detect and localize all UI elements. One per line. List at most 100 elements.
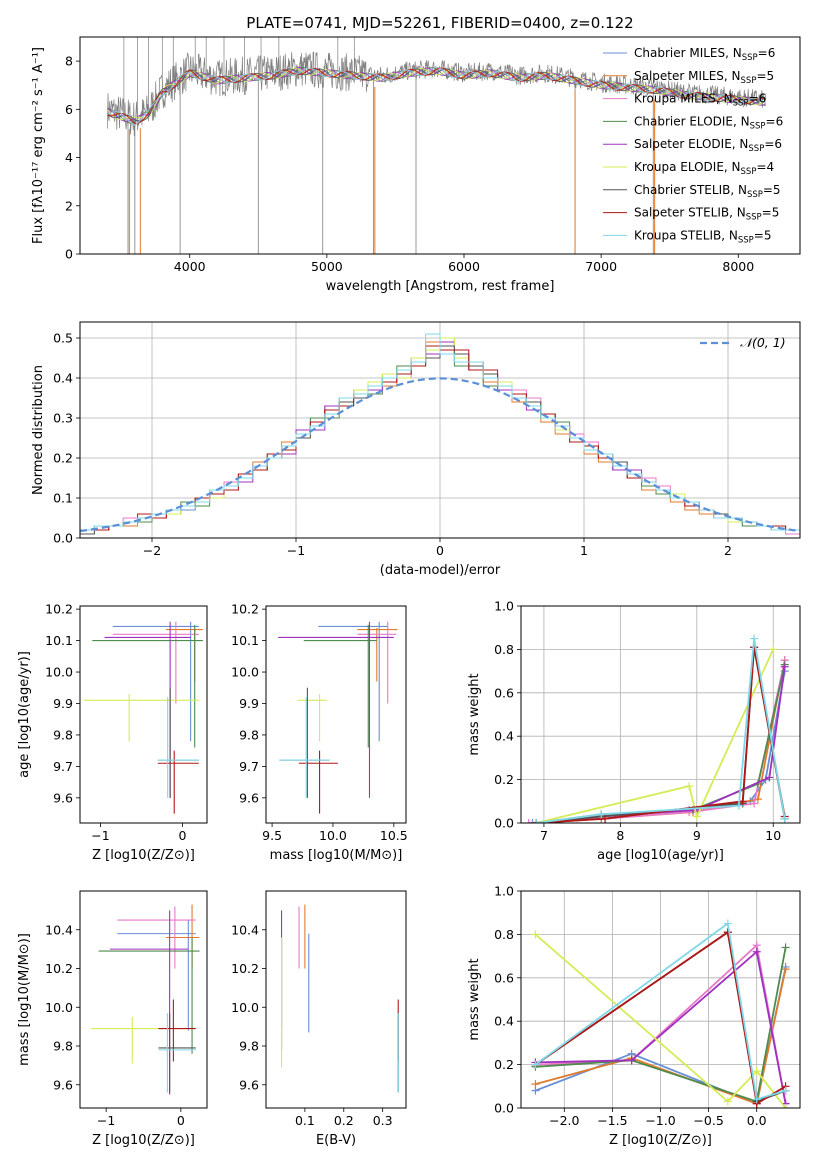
weight-marker <box>531 930 540 939</box>
axes-frame <box>520 890 801 1109</box>
legend-subscript: SSP <box>738 235 754 245</box>
legend-subscript: SSP <box>733 99 749 109</box>
age-vs-z-panel: −1 0 9.6 9.7 9.8 9.9 10.0 10.1 10.2 Z [log10(Z/Z⊙… <box>17 602 208 863</box>
weight-marker <box>627 1056 636 1065</box>
x-axis-label: Z [log10(Z/Z⊙)] <box>609 1133 712 1148</box>
legend-subscript: SSP <box>741 76 757 86</box>
legend-label: Salpeter MILES, NSSP=5 <box>634 69 774 86</box>
weight-marker <box>601 814 610 823</box>
residual-panel: −2 −1 0 1 2 0.0 0.1 0.2 0.3 0.4 0.5 (data-model)/er… <box>31 321 801 578</box>
weight-marker <box>781 943 790 952</box>
legend-label: Kroupa ELODIE, NSSP=4 <box>634 160 774 177</box>
model-fit-line <box>107 66 766 126</box>
model-fit-line <box>107 67 766 120</box>
x-tick-label: 9 <box>693 828 701 843</box>
legend-value: =4 <box>756 160 774 174</box>
y-tick-label: 0.6 <box>494 685 514 700</box>
y-tick-label: 10.2 <box>45 602 73 617</box>
y-tick-label: 0.6 <box>494 970 514 985</box>
y-tick-label: 2 <box>65 198 73 213</box>
y-tick-label: 9.7 <box>53 759 73 774</box>
x-tick-label: −2.0 <box>549 1113 579 1128</box>
x-axis-label: E(B-V) <box>316 1133 356 1148</box>
legend-label: Chabrier ELODIE, NSSP=6 <box>634 114 783 131</box>
x-tick-label: −1 <box>91 828 109 843</box>
y-tick-label: 0.2 <box>53 451 73 466</box>
y-axis-label: mass weight <box>467 673 482 755</box>
y-tick-label: 0.4 <box>53 371 73 386</box>
weight-marker <box>780 814 789 823</box>
legend-value: =6 <box>758 46 776 60</box>
legend-subscript: SSP <box>750 121 766 131</box>
weight-marker <box>723 919 732 928</box>
plot-area <box>107 37 767 254</box>
x-tick-label: 5000 <box>311 259 343 274</box>
x-tick-label: 0 <box>177 1113 185 1128</box>
weight-marker <box>524 819 533 823</box>
axes-frame <box>520 605 801 824</box>
mass-vs-ebv-panel: 0.1 0.2 0.3 9.6 9.8 10.0 10.2 10.4 E(B-V) <box>231 890 407 1148</box>
x-tick-label: 0 <box>436 543 444 558</box>
x-tick-label: 7 <box>540 828 548 843</box>
weight-marker <box>532 819 541 823</box>
weight-marker <box>750 634 759 643</box>
legend-subscript: SSP <box>746 213 762 223</box>
weight-marker <box>734 801 743 810</box>
y-tick-label: 9.7 <box>239 759 259 774</box>
legend-label: 𝒩(0, 1) <box>740 335 786 350</box>
weight-marker <box>781 1104 790 1108</box>
age-vs-mass-panel: 9.5 10.0 10.5 9.6 9.7 9.8 9.9 10.0 10.1 10.2 mass … <box>231 602 408 863</box>
y-tick-label: 0.8 <box>494 927 514 942</box>
y-axis-label: age [log10(age/yr)] <box>17 651 32 778</box>
y-tick-label: 0.2 <box>494 1057 514 1072</box>
plot-area <box>91 904 200 1095</box>
weight-marker <box>692 812 701 821</box>
x-tick-label: 9.5 <box>262 828 282 843</box>
x-tick-label: 4000 <box>174 259 206 274</box>
legend-label: Salpeter STELIB, NSSP=5 <box>634 206 779 223</box>
weight-line <box>534 921 786 1101</box>
y-tick-label: 0.3 <box>53 411 73 426</box>
x-tick-label: 0 <box>178 828 186 843</box>
spectrum-legend: Chabrier MILES, NSSP=6 Salpeter MILES, NS… <box>603 46 783 245</box>
y-tick-label: 4 <box>65 150 73 165</box>
y-tick-label: 0.4 <box>494 1014 514 1029</box>
y-tick-label: 8 <box>65 54 73 69</box>
y-tick-label: 1.0 <box>494 884 514 899</box>
x-tick-label: 1 <box>580 543 588 558</box>
y-tick-label: 9.8 <box>53 1039 73 1054</box>
legend-value: =6 <box>766 114 784 128</box>
x-tick-label: 8000 <box>722 259 754 274</box>
y-tick-label: 0 <box>65 247 73 262</box>
y-tick-label: 10.0 <box>45 1000 73 1015</box>
x-tick-label: 10.0 <box>319 828 347 843</box>
x-tick-label: −2 <box>143 543 161 558</box>
y-tick-label: 0.0 <box>494 816 514 831</box>
x-tick-label: −1.0 <box>645 1113 675 1128</box>
model-fit-line <box>107 68 766 122</box>
x-tick-label: 0.0 <box>747 1113 767 1128</box>
y-tick-label: 1.0 <box>494 599 514 614</box>
x-tick-label: 6000 <box>448 259 480 274</box>
y-tick-label: 0.0 <box>494 1101 514 1116</box>
legend-subscript: SSP <box>748 144 764 154</box>
weight-marker <box>765 773 774 782</box>
legend-label: Kroupa MILES, NSSP=6 <box>634 92 766 109</box>
y-tick-label: 10.2 <box>231 602 259 617</box>
y-tick-label: 10.1 <box>231 633 259 648</box>
y-tick-label: 9.8 <box>239 727 259 742</box>
x-tick-label: 10.5 <box>380 828 408 843</box>
y-tick-label: 9.6 <box>239 1077 259 1092</box>
y-tick-label: 10.0 <box>231 1000 259 1015</box>
weight-vs-z-panel: −2.0 −1.5 −1.0 −0.5 0.0 0.0 0.2 0.4 0.6 0.8 1.0 Z [… <box>467 884 801 1148</box>
weight-marker <box>752 1095 761 1104</box>
x-axis-label: Z [log10(Z/Z⊙)] <box>92 1133 195 1148</box>
legend-label: Salpeter ELODIE, NSSP=6 <box>634 137 782 154</box>
legend-label: Chabrier STELIB, NSSP=5 <box>634 183 781 200</box>
weight-marker <box>597 810 606 819</box>
plot-area <box>531 919 790 1108</box>
y-tick-label: 10.0 <box>45 665 73 680</box>
weight-line <box>534 933 787 1108</box>
weight-line <box>536 647 786 823</box>
plot-area <box>80 333 800 538</box>
